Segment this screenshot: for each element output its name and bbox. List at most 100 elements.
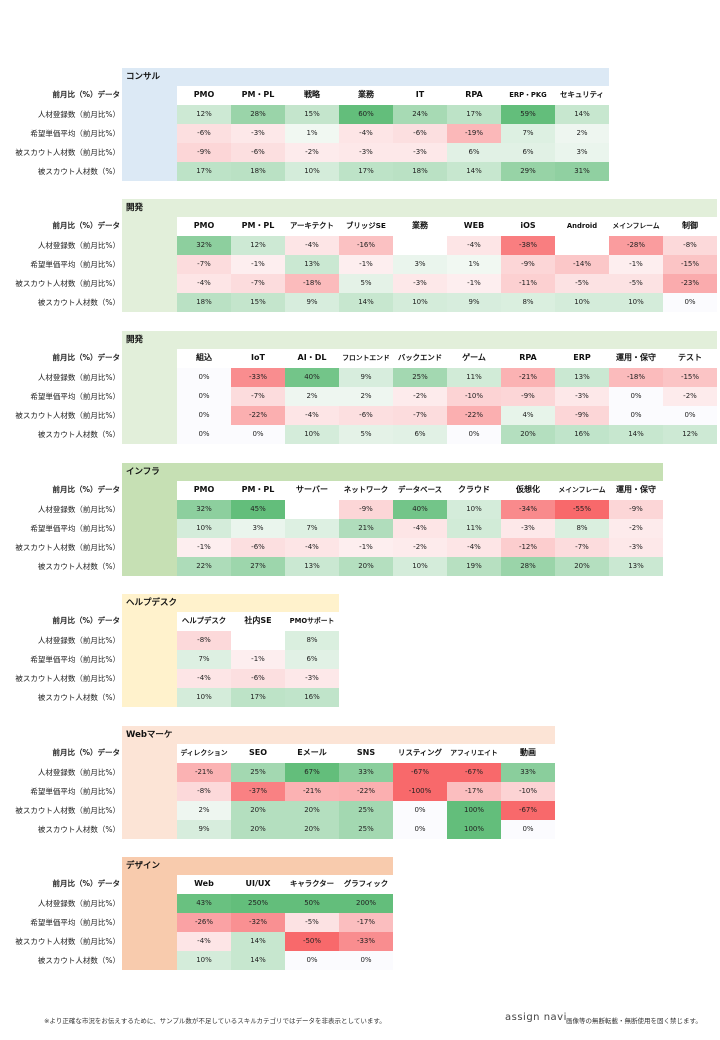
data-cell: 28% <box>501 557 555 576</box>
data-cell: 10% <box>555 293 609 312</box>
data-cell: -100% <box>393 782 447 801</box>
data-cell: -4% <box>393 519 447 538</box>
data-cell: -28% <box>609 236 663 255</box>
data-cell: -5% <box>555 274 609 293</box>
column-header: サーバー <box>296 485 328 494</box>
row-header: 前月比（%）データ <box>52 879 120 888</box>
data-cell: 10% <box>285 425 339 444</box>
data-cell: 50% <box>285 894 339 913</box>
data-cell: 5% <box>339 425 393 444</box>
data-cell: 13% <box>285 557 339 576</box>
data-cell: 20% <box>285 820 339 839</box>
data-cell: -6% <box>231 538 285 557</box>
column-header: RPA <box>519 353 537 362</box>
data-cell: 33% <box>501 763 555 782</box>
data-cell: -9% <box>555 406 609 425</box>
data-cell: 20% <box>285 801 339 820</box>
data-cell: 17% <box>231 688 285 707</box>
column-header: 仮想化 <box>516 485 540 494</box>
data-cell: -9% <box>501 387 555 406</box>
row-header: 前月比（%）データ <box>52 353 120 362</box>
column-header: ディレクション <box>180 749 228 757</box>
data-cell: -23% <box>663 274 717 293</box>
data-cell: 2% <box>285 387 339 406</box>
row-label: 被スカウト人材数（前月比%） <box>15 806 120 815</box>
row-header: 前月比（%）データ <box>52 748 120 757</box>
column-header: アーキテクト <box>290 221 334 230</box>
data-cell: -3% <box>393 143 447 162</box>
data-cell: 16% <box>555 425 609 444</box>
data-cell: 6% <box>501 143 555 162</box>
column-header: リスティング <box>398 748 442 757</box>
data-cell: 0% <box>177 406 231 425</box>
column-header: PM・PL <box>241 221 275 230</box>
data-cell: 250% <box>231 894 285 913</box>
data-cell: -6% <box>231 669 285 688</box>
data-cell: -5% <box>609 274 663 293</box>
data-cell: 20% <box>339 557 393 576</box>
data-cell: -4% <box>447 236 501 255</box>
row-label: 被スカウト人材数（前月比%） <box>15 279 120 288</box>
data-cell: 13% <box>555 368 609 387</box>
data-cell: 0% <box>393 801 447 820</box>
data-cell: -19% <box>447 124 501 143</box>
data-cell: -3% <box>339 143 393 162</box>
section-band <box>122 612 177 707</box>
data-cell: -6% <box>339 406 393 425</box>
data-cell: -4% <box>285 236 339 255</box>
data-cell: -9% <box>177 143 231 162</box>
column-header: 組込 <box>196 353 212 362</box>
row-label: 希望単価平均（前月比%） <box>30 260 120 269</box>
data-cell: -4% <box>177 669 231 688</box>
data-cell: 19% <box>447 557 501 576</box>
data-cell: -2% <box>285 143 339 162</box>
column-header: フロントエンド <box>342 354 390 362</box>
row-label: 被スカウト人材数（%） <box>37 430 120 439</box>
data-cell: 15% <box>285 105 339 124</box>
data-cell <box>285 500 339 519</box>
column-header: PM・PL <box>241 90 275 99</box>
data-cell: 27% <box>231 557 285 576</box>
data-cell: 40% <box>393 500 447 519</box>
data-cell: -2% <box>663 387 717 406</box>
row-label: 人材登録数（前月比%） <box>37 110 120 119</box>
row-header: 前月比（%）データ <box>52 90 120 99</box>
data-cell: -8% <box>177 782 231 801</box>
data-cell: -21% <box>177 763 231 782</box>
data-cell: 0% <box>663 406 717 425</box>
data-cell: -11% <box>501 274 555 293</box>
data-cell: -1% <box>177 538 231 557</box>
column-header: SEO <box>248 748 268 757</box>
data-cell: 10% <box>447 500 501 519</box>
column-header: PMOサポート <box>289 617 335 625</box>
row-header: 前月比（%）データ <box>52 616 120 625</box>
column-header: IoT <box>251 353 265 362</box>
column-header: セキュリティ <box>560 90 604 99</box>
data-cell: -1% <box>339 538 393 557</box>
data-cell: -14% <box>555 255 609 274</box>
data-cell: 17% <box>447 105 501 124</box>
data-cell: 0% <box>177 425 231 444</box>
data-cell: 14% <box>231 951 285 970</box>
data-cell: -1% <box>339 255 393 274</box>
row-label: 希望単価平均（前月比%） <box>30 787 120 796</box>
data-cell: -2% <box>393 387 447 406</box>
data-cell: -7% <box>393 406 447 425</box>
data-cell: -3% <box>609 538 663 557</box>
data-cell: 29% <box>501 162 555 181</box>
data-cell: 32% <box>177 500 231 519</box>
column-header: ヘルプデスク <box>181 616 227 625</box>
data-cell: 3% <box>231 519 285 538</box>
column-header: メインフレーム <box>612 222 660 230</box>
data-cell: 1% <box>447 255 501 274</box>
data-cell: 8% <box>555 519 609 538</box>
data-cell: -15% <box>663 255 717 274</box>
data-cell: -6% <box>231 143 285 162</box>
column-header: アフィリエイト <box>450 749 498 757</box>
data-cell: 14% <box>447 162 501 181</box>
data-cell: 10% <box>177 951 231 970</box>
row-label: 希望単価平均（前月比%） <box>30 129 120 138</box>
row-label: 被スカウト人材数（%） <box>37 825 120 834</box>
data-cell: -38% <box>501 236 555 255</box>
